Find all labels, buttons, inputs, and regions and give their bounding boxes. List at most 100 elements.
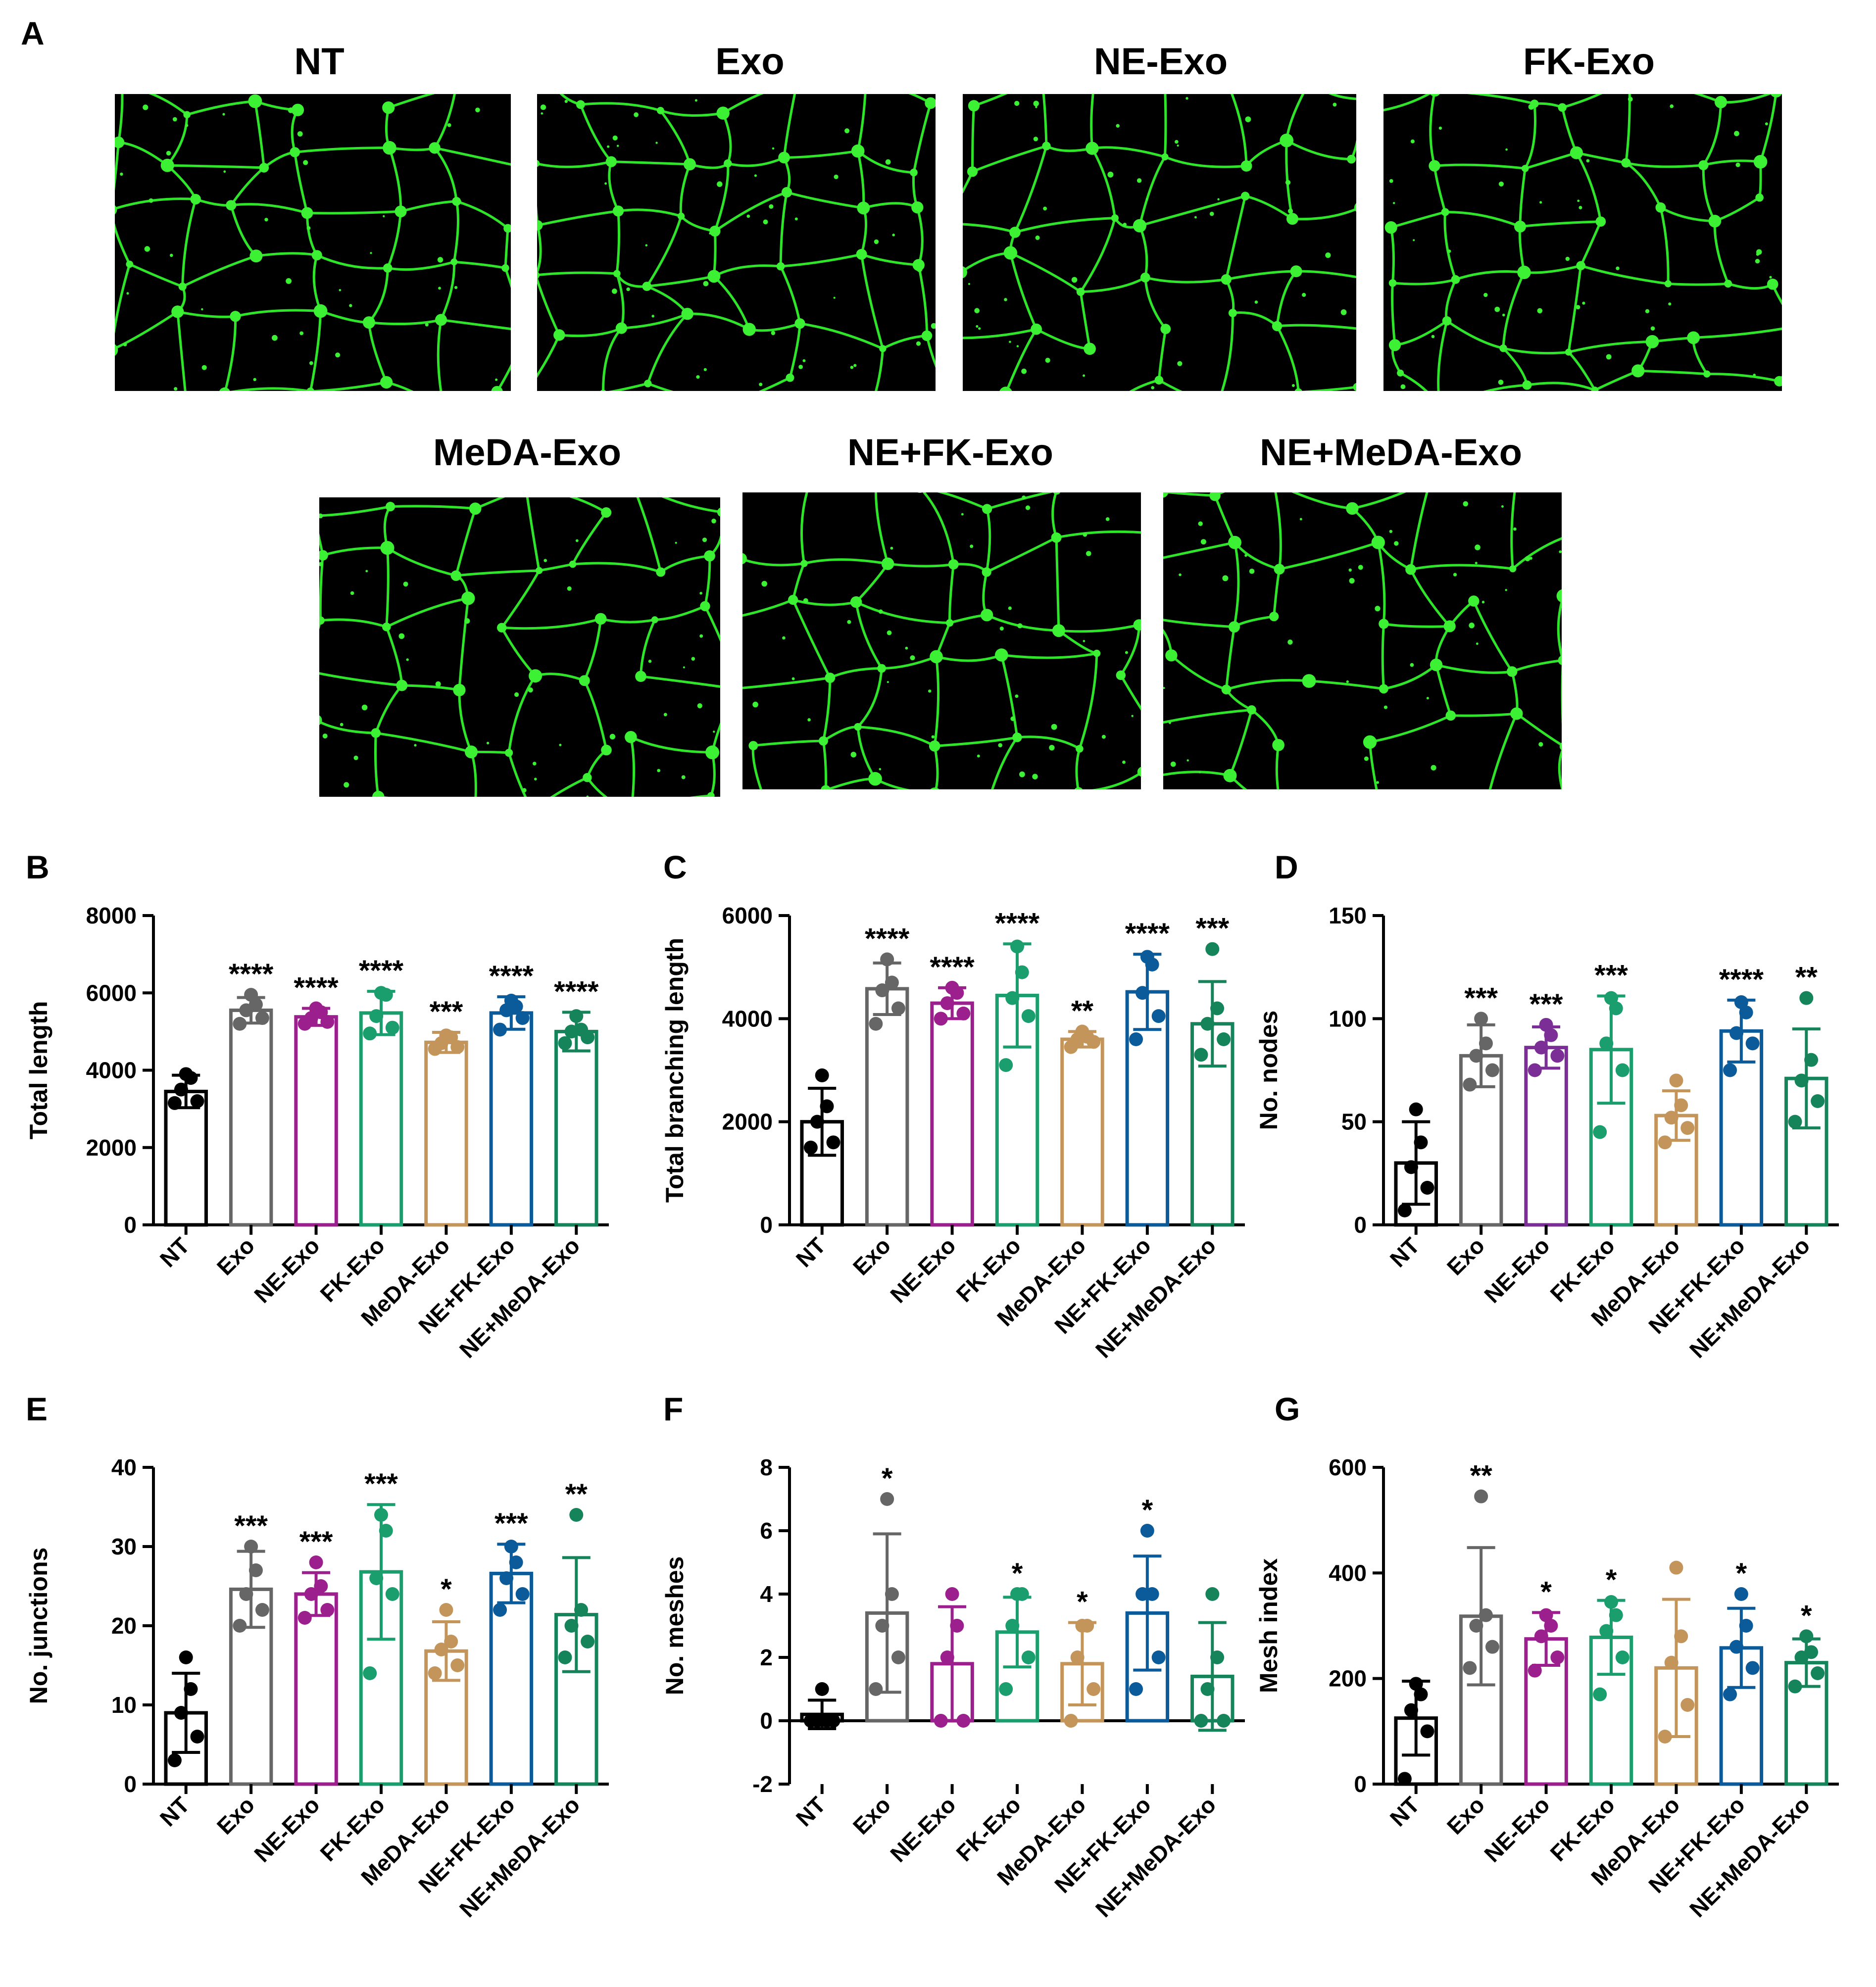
data-point — [1528, 1663, 1542, 1678]
vessel-node — [1209, 492, 1221, 501]
cell-speck — [1565, 256, 1570, 261]
cell-speck — [1494, 306, 1500, 312]
micrograph-ne-exo — [963, 94, 1356, 391]
vessel-node — [382, 623, 391, 631]
vessel-node — [1430, 94, 1440, 97]
data-point — [1145, 1587, 1159, 1601]
cell-speck — [879, 768, 882, 771]
data-point — [1210, 1001, 1225, 1016]
cell-speck — [709, 232, 711, 235]
cell-speck — [1299, 518, 1302, 521]
cell-speck — [917, 266, 923, 272]
cell-speck — [1376, 781, 1379, 784]
cell-speck — [166, 150, 171, 156]
vessel-node — [930, 787, 939, 789]
cell-speck — [1125, 651, 1128, 654]
vessel-node — [1133, 619, 1141, 631]
data-point — [1205, 1587, 1220, 1601]
data-point — [1729, 1640, 1744, 1654]
data-point — [1723, 1687, 1737, 1701]
cell-speck — [253, 378, 256, 382]
y-tick-label: 2 — [760, 1645, 773, 1670]
cell-speck — [1576, 305, 1580, 309]
vessel-node — [1591, 387, 1599, 391]
significance-label: *** — [430, 996, 463, 1028]
cell-speck — [425, 323, 429, 327]
vessel-node — [1161, 153, 1169, 161]
cell-speck — [148, 198, 153, 203]
vessel-network — [1383, 94, 1782, 391]
cell-speck — [144, 246, 150, 252]
data-point — [1070, 1650, 1085, 1664]
data-point — [309, 1001, 323, 1016]
cell-speck — [1389, 530, 1392, 533]
cell-speck — [1640, 369, 1643, 372]
vessel-segments — [742, 492, 1141, 789]
cell-speck — [1254, 300, 1258, 304]
data-point — [1015, 965, 1029, 979]
data-point — [1544, 1028, 1558, 1042]
data-point — [803, 1140, 818, 1155]
vessel-node — [1240, 192, 1250, 201]
data-point — [1729, 1026, 1744, 1040]
data-point — [891, 1001, 905, 1016]
data-point — [374, 1508, 388, 1522]
data-point — [1604, 991, 1618, 1005]
y-tick-label: 2000 — [86, 1135, 137, 1161]
data-point — [1420, 1724, 1434, 1739]
cell-speck — [1426, 697, 1429, 700]
cell-speck — [1083, 533, 1087, 537]
cell-speck — [976, 325, 979, 328]
data-point — [255, 1603, 269, 1617]
vessel-node — [1664, 280, 1672, 288]
cell-speck — [782, 636, 786, 640]
cell-speck — [626, 287, 630, 291]
data-point — [167, 1096, 182, 1110]
vessel-node — [1353, 383, 1356, 391]
data-point — [1205, 942, 1220, 956]
vessel-network — [742, 492, 1141, 789]
vessel-node — [963, 266, 967, 279]
data-point — [1479, 1608, 1493, 1622]
vessel-node — [1509, 565, 1517, 573]
cell-speck — [844, 128, 850, 134]
cell-speck — [1469, 623, 1475, 629]
significance-label: *** — [234, 1510, 268, 1542]
data-point — [385, 1587, 399, 1601]
cell-speck — [1194, 216, 1197, 219]
data-point — [1804, 1053, 1819, 1067]
vessel-node — [704, 550, 715, 562]
data-point — [1135, 1587, 1150, 1601]
cell-speck — [1463, 501, 1469, 507]
significance-label: *** — [364, 1468, 398, 1500]
data-point — [1811, 1666, 1825, 1680]
significance-label: **** — [554, 975, 599, 1008]
cell-speck — [1559, 550, 1562, 553]
vessel-node — [1371, 535, 1385, 549]
cell-speck — [541, 112, 543, 115]
cell-speck — [1035, 106, 1037, 108]
vessel-node — [1405, 564, 1416, 575]
vessel-node — [1565, 348, 1572, 356]
vessel-node — [1388, 339, 1401, 351]
vessel-segments — [537, 94, 936, 391]
data-point — [493, 1022, 507, 1037]
micrograph-background — [963, 94, 1356, 391]
data-point — [1664, 1655, 1679, 1670]
data-point — [1734, 995, 1748, 1009]
panel-letter-f: F — [663, 1391, 683, 1427]
data-point — [1469, 1049, 1483, 1063]
vessel-node — [383, 141, 396, 155]
cell-speck — [222, 113, 225, 116]
micrograph-meda-exo — [319, 497, 720, 797]
data-point — [945, 1587, 959, 1601]
cell-speck — [1453, 573, 1457, 577]
data-point — [880, 952, 894, 967]
cell-speck — [1170, 761, 1176, 767]
cell-speck — [663, 713, 667, 717]
cell-speck — [286, 278, 292, 284]
significance-label: **** — [995, 907, 1040, 939]
y-tick-label: 100 — [1329, 1006, 1367, 1031]
vessel-node — [372, 790, 385, 797]
